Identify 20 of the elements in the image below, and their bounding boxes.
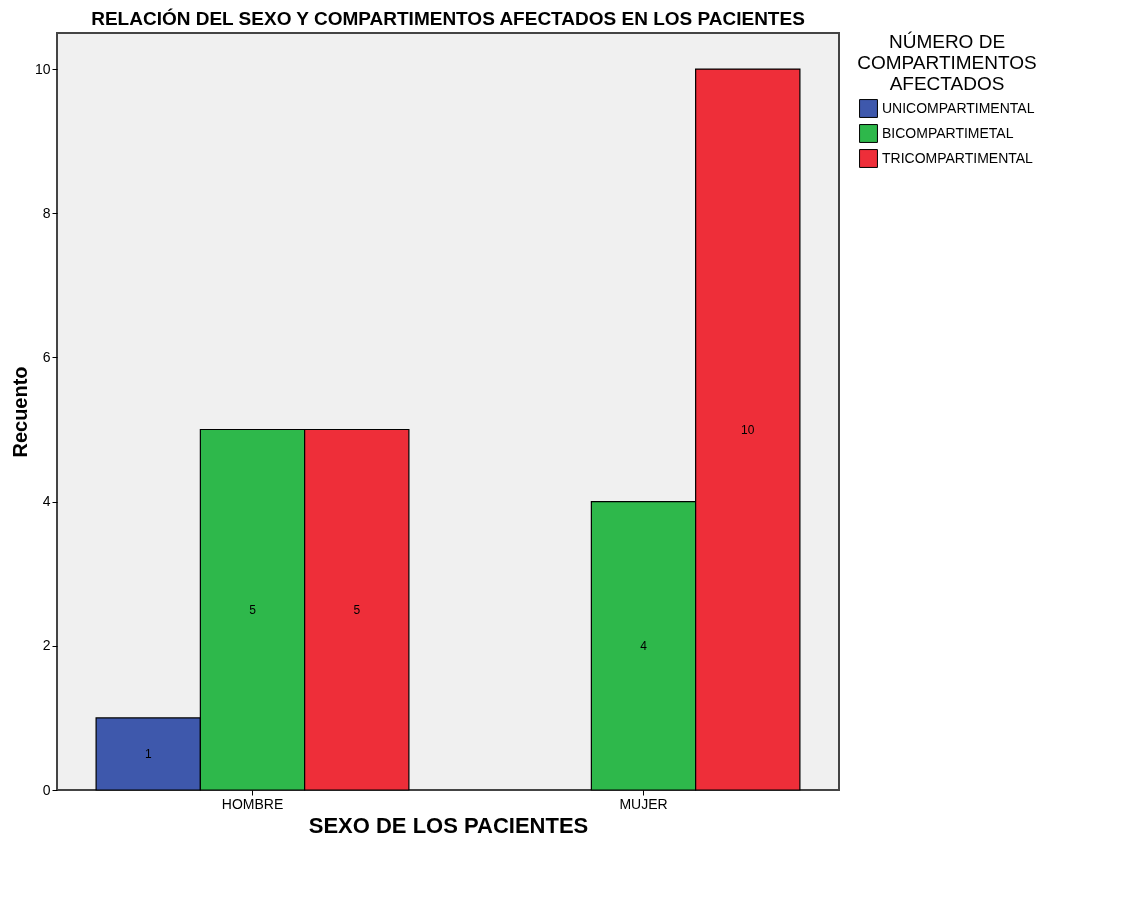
data-label: 5 — [353, 602, 361, 617]
y-tick-label: 0 — [42, 781, 51, 798]
chart-title: RELACIÓN DEL SEXO Y COMPARTIMENTOS AFECTADOS EN LOS PACIENTES — [91, 8, 805, 29]
y-tick-label: 10 — [34, 60, 51, 77]
legend-label: UNICOMPARTIMENTAL — [882, 99, 1035, 116]
data-label: 1 — [144, 746, 152, 761]
legend-label: BICOMPARTIMETAL — [882, 124, 1014, 141]
legend-title: NÚMERO DE COMPARTIMENTOS AFECTADOS — [857, 31, 1037, 94]
y-tick-label: 8 — [42, 204, 51, 221]
data-label: 4 — [640, 638, 648, 653]
data-label: 5 — [249, 602, 257, 617]
x-tick-label: HOMBRE — [221, 795, 284, 812]
y-tick-label: 2 — [42, 637, 51, 654]
x-axis-title: SEXO DE LOS PACIENTES — [308, 812, 589, 838]
y-tick-label: 4 — [42, 493, 51, 510]
x-tick-label: MUJER — [619, 795, 668, 812]
data-label: 10 — [741, 422, 755, 437]
legend-label: TRICOMPARTIMENTAL — [882, 149, 1034, 166]
y-tick-label: 6 — [42, 348, 51, 365]
y-axis-title: Recuento — [8, 366, 31, 458]
